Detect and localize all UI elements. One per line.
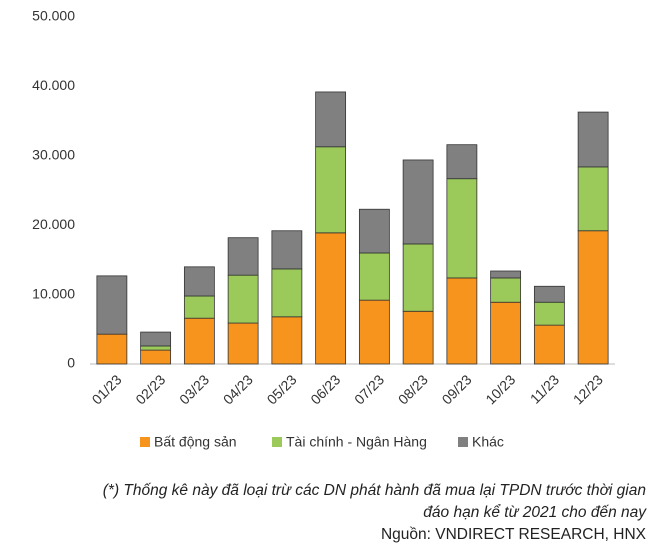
y-tick-label: 50.000 xyxy=(32,8,75,24)
bar-segment xyxy=(96,275,128,335)
source: Nguồn: VNDIRECT RESEARCH, HNX xyxy=(381,526,647,543)
bar-segment xyxy=(577,230,609,365)
x-tick-label: 10/23 xyxy=(482,371,518,407)
x-tick-label: 12/23 xyxy=(570,371,606,407)
bar-segment xyxy=(402,159,434,245)
y-tick-label: 30.000 xyxy=(32,147,75,163)
bar-segment xyxy=(490,277,522,303)
x-tick-label: 01/23 xyxy=(89,371,125,407)
y-tick-label: 10.000 xyxy=(32,285,75,301)
bar-segment xyxy=(140,345,172,351)
bar-segment xyxy=(227,274,259,324)
bar-segment xyxy=(315,232,347,365)
y-tick-label: 40.000 xyxy=(32,77,75,93)
legend-label: Bất động sản xyxy=(154,434,237,450)
x-tick-label: 11/23 xyxy=(527,371,563,407)
bar-segment xyxy=(402,243,434,312)
x-tick-label: 03/23 xyxy=(176,371,212,407)
bar-segment xyxy=(446,144,478,180)
x-tick-label: 08/23 xyxy=(395,371,431,407)
bar-segment xyxy=(490,301,522,365)
legend-label: Khác xyxy=(472,434,504,450)
bar-segment xyxy=(96,333,128,365)
x-tick-label: 02/23 xyxy=(132,371,168,407)
bar-segment xyxy=(577,111,609,168)
x-tick-label: 06/23 xyxy=(307,371,343,407)
x-tick-label: 05/23 xyxy=(264,371,300,407)
legend-swatch xyxy=(458,437,468,447)
footnote: (*) Thống kê này đã loại trừ các DN phát… xyxy=(103,482,646,499)
bar-segment xyxy=(402,310,434,365)
bar-segment xyxy=(271,268,303,318)
bar-segment xyxy=(446,178,478,279)
bar-segment xyxy=(358,299,390,365)
bar-segment xyxy=(271,316,303,365)
bar-segment xyxy=(227,322,259,365)
bar-segment xyxy=(183,317,215,365)
bar-segment xyxy=(271,230,303,270)
bar-segment xyxy=(140,349,172,365)
footnote: đáo hạn kể từ 2021 cho đến nay xyxy=(423,504,647,521)
bar-segment xyxy=(446,277,478,365)
bar-segment xyxy=(140,331,172,347)
y-tick-label: 0 xyxy=(67,355,75,371)
bar-segment xyxy=(358,252,390,301)
x-tick-label: 09/23 xyxy=(439,371,475,407)
bar-segment xyxy=(533,285,565,303)
y-tick-label: 20.000 xyxy=(32,216,75,232)
bar-segment xyxy=(183,266,215,297)
legend-label: Tài chính - Ngân Hàng xyxy=(286,434,427,450)
bar-segment xyxy=(183,295,215,319)
x-tick-label: 07/23 xyxy=(351,371,387,407)
bar-segment xyxy=(490,270,522,279)
legend-swatch xyxy=(140,437,150,447)
bar-segment xyxy=(227,237,259,276)
bar-segment xyxy=(533,301,565,326)
legend-swatch xyxy=(272,437,282,447)
bar-segment xyxy=(533,324,565,365)
bar-segment xyxy=(315,91,347,148)
bar-segment xyxy=(577,166,609,232)
bar-segment xyxy=(315,146,347,234)
x-tick-label: 04/23 xyxy=(220,371,256,407)
bar-segment xyxy=(358,208,390,254)
